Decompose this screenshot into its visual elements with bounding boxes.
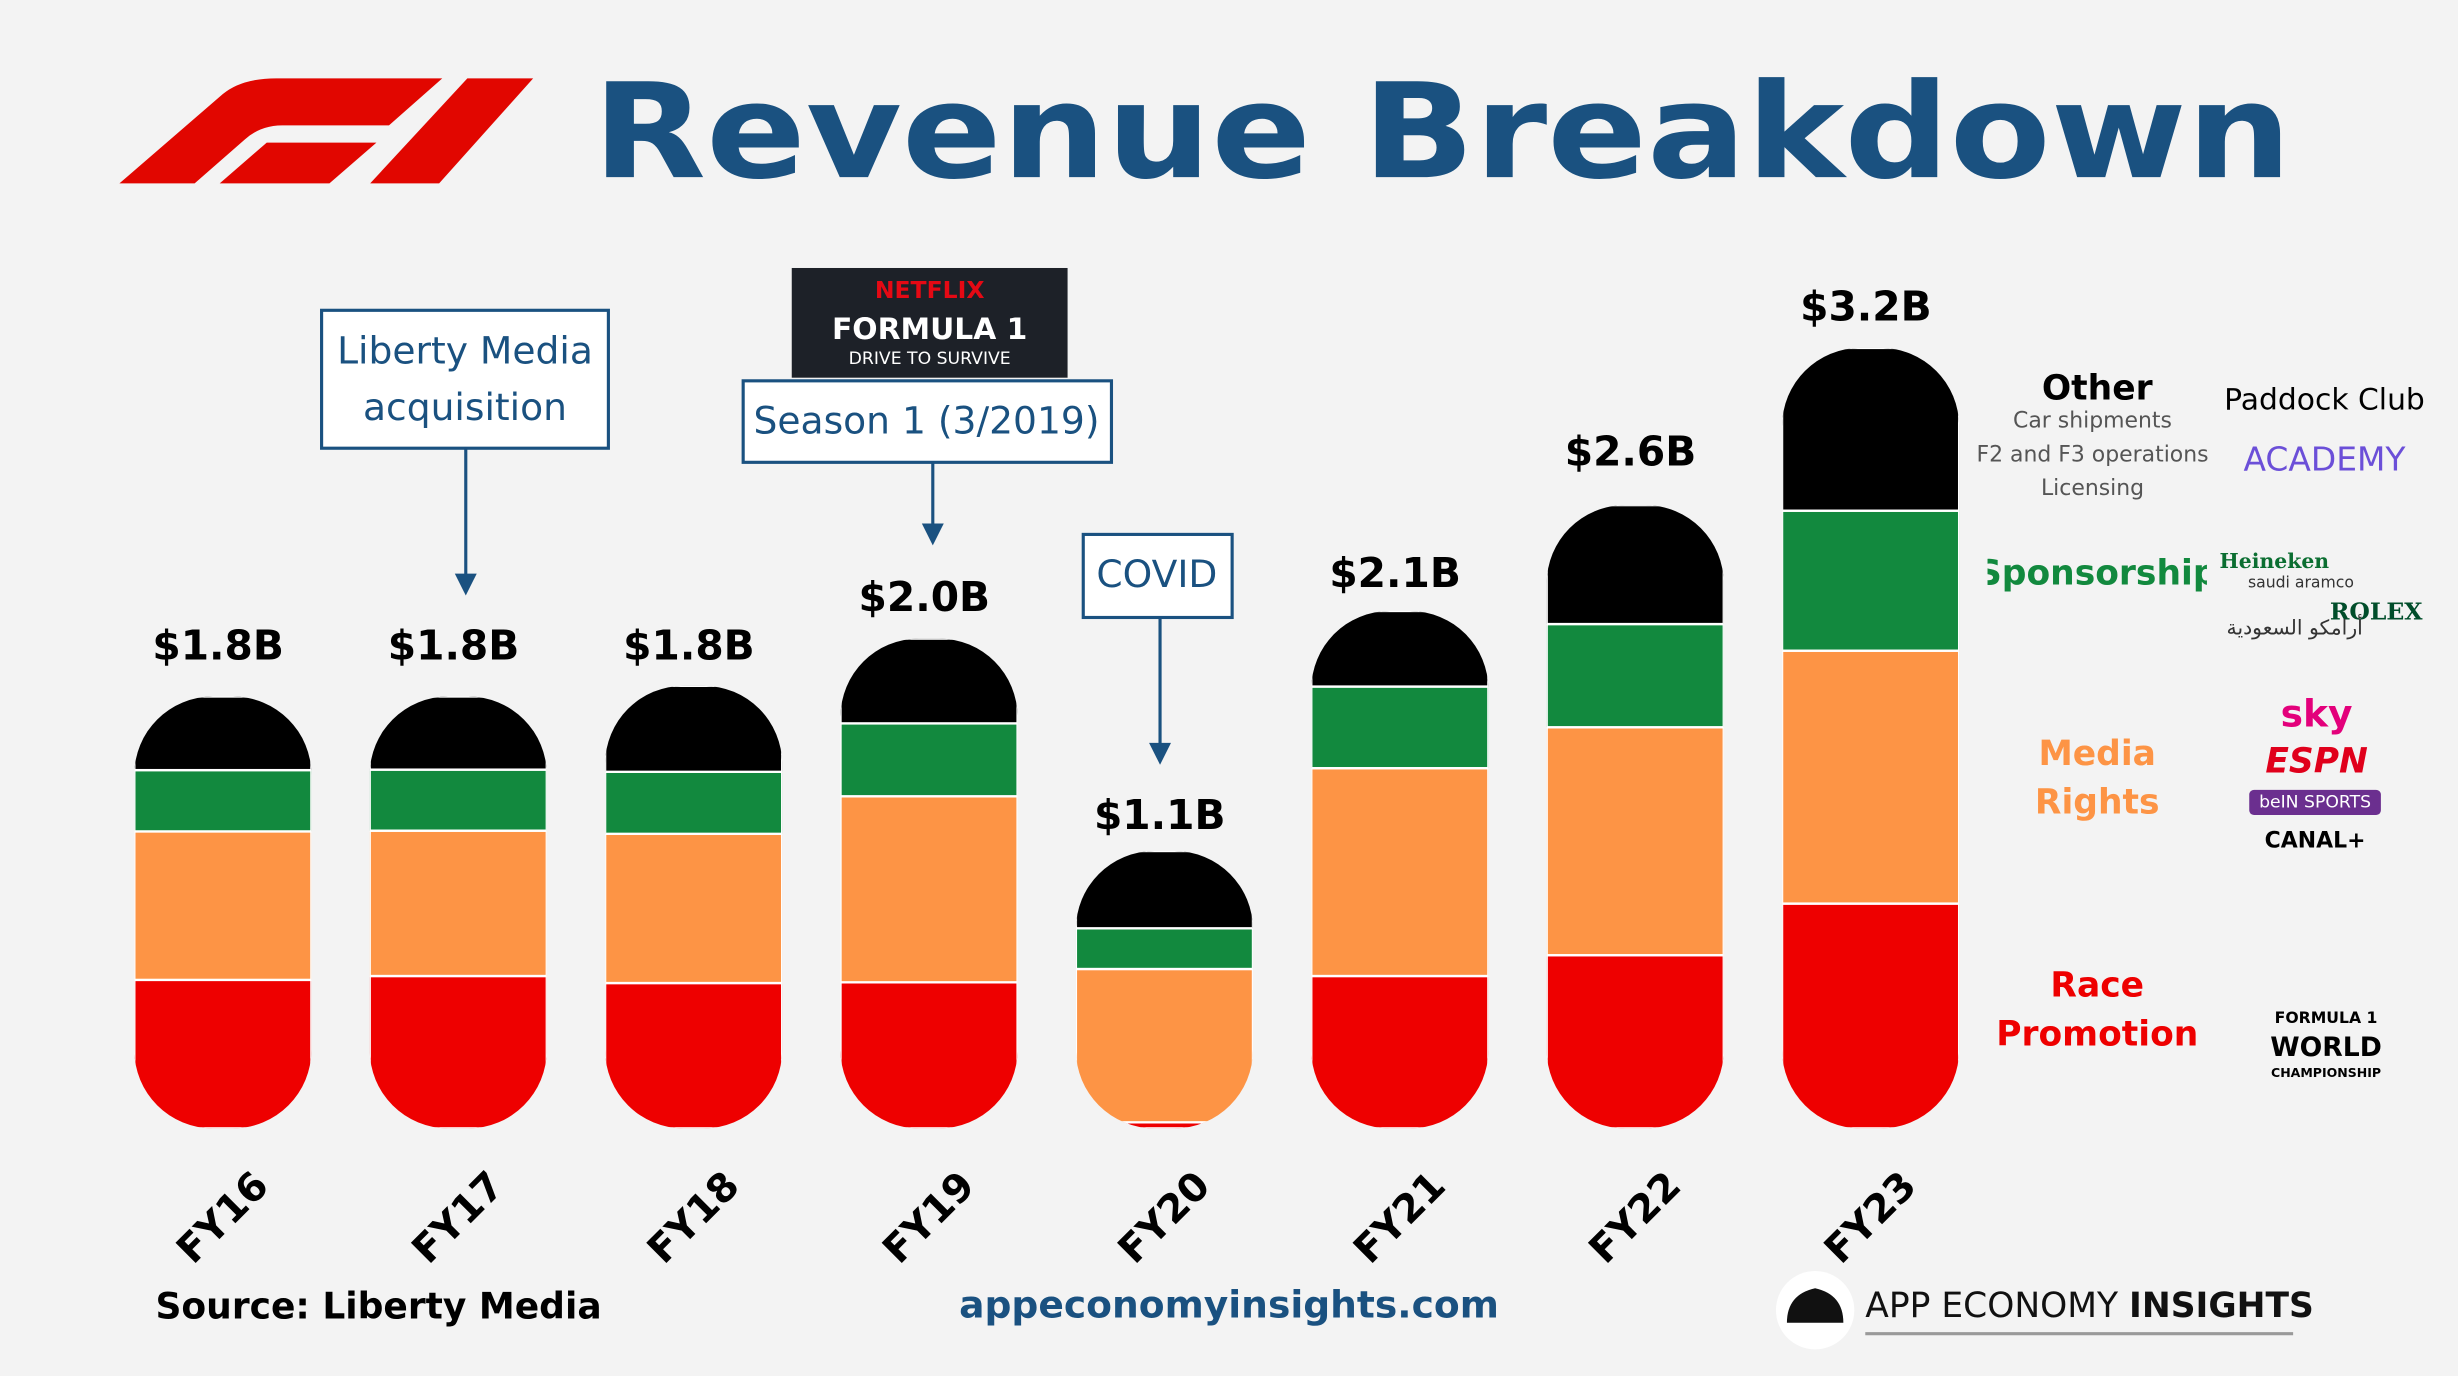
total-label: $2.0B xyxy=(859,573,991,621)
legend-entry: Other xyxy=(2041,369,2153,409)
legend-logo: CHAMPIONSHIP xyxy=(2271,1065,2381,1080)
bar-segment xyxy=(605,770,783,836)
bar-segment xyxy=(1311,767,1489,978)
total-label: $1.8B xyxy=(388,621,520,669)
bar-segment xyxy=(1311,974,1489,1129)
bar-segment xyxy=(1075,967,1253,1124)
legend-label: Other xyxy=(2041,369,2153,409)
bar-segment xyxy=(1782,509,1960,652)
bar-segment xyxy=(1782,649,1960,905)
bar xyxy=(1782,347,1960,1129)
brand-icon xyxy=(1786,1288,1844,1323)
total-label: $1.1B xyxy=(1094,791,1226,839)
bar xyxy=(134,696,312,1129)
bar-segment xyxy=(1075,927,1253,971)
legend-entry: Media Rights xyxy=(2034,735,2160,823)
legend-logo: Heineken xyxy=(2220,549,2330,573)
total-label: $1.8B xyxy=(152,621,284,669)
legend-detail: Car shipments xyxy=(2013,409,2172,434)
legend-logo: sky xyxy=(2281,692,2353,736)
annotation-text: Season 1 (3/2019) xyxy=(754,399,1100,443)
website: appeconomyinsights.com xyxy=(959,1283,1499,1327)
logo-bg xyxy=(2249,789,2381,815)
bar xyxy=(1311,610,1489,1129)
bar-segment xyxy=(134,830,312,982)
bar xyxy=(605,685,783,1129)
legend-label: Media Rights xyxy=(2034,735,2160,823)
legend-label: Race Promotion xyxy=(1996,966,2199,1055)
bar-segment xyxy=(1546,726,1724,957)
bar-segment xyxy=(1546,622,1724,729)
bar-segment xyxy=(840,795,1018,984)
bar-segment xyxy=(1782,347,1960,512)
legend-logo: saudi aramco xyxy=(2248,572,2354,591)
bar-segment xyxy=(369,974,547,1129)
arrow-head xyxy=(454,573,477,596)
bar-segment xyxy=(1546,505,1724,626)
bar xyxy=(1075,851,1253,1129)
legend-logo: ESPN xyxy=(2265,742,2368,782)
bar-segment xyxy=(1311,685,1489,770)
netflix-title: FORMULA 1 xyxy=(832,312,1027,347)
legend-detail: Licensing xyxy=(2041,476,2144,501)
netflix-logo: NETFLIX xyxy=(875,276,985,304)
annotation-box xyxy=(741,379,1114,464)
bar-segment xyxy=(1546,954,1724,1129)
brand-light: APP ECONOMY xyxy=(1865,1286,2119,1326)
total-label: $2.6B xyxy=(1565,428,1697,476)
annotation: Liberty Media acquisition xyxy=(337,329,593,430)
annotation-box xyxy=(320,308,610,450)
annotation-box xyxy=(1081,532,1234,620)
legend-entry: Race Promotion xyxy=(1996,966,2199,1055)
legend-label: Sponsorship xyxy=(1987,554,2207,594)
bar-segment xyxy=(134,768,312,833)
legend-logo: CANAL+ xyxy=(2265,829,2366,854)
chart-title: Revenue Breakdown xyxy=(593,56,2292,209)
total-label: $1.8B xyxy=(623,621,755,669)
bar-segment xyxy=(840,981,1018,1129)
bar-segment xyxy=(369,829,547,978)
legend-logo: WORLD xyxy=(2270,1032,2382,1063)
bar xyxy=(369,696,547,1129)
brand: APP ECONOMY INSIGHTS xyxy=(1865,1286,2314,1326)
bar xyxy=(840,638,1018,1129)
legend-logo: FORMULA 1 xyxy=(2275,1008,2378,1027)
arrow-head xyxy=(1149,742,1172,765)
legend-logo: beIN SPORTS xyxy=(2259,792,2371,812)
bar-segment xyxy=(605,981,783,1129)
legend-logo: ACADEMY xyxy=(2243,439,2406,478)
legend-logo: أرامكو السعودية xyxy=(2227,614,2363,639)
bar-segment xyxy=(369,768,547,832)
netflix-image xyxy=(791,267,1068,378)
bar-segment xyxy=(605,832,783,985)
total-label: $2.1B xyxy=(1329,549,1461,597)
legend-entry: Sponsorship xyxy=(1987,554,2207,594)
bar-segment xyxy=(1782,902,1960,1129)
legend-detail: F2 and F3 operations xyxy=(1976,442,2208,467)
bar xyxy=(1546,505,1724,1129)
arrow-head xyxy=(921,523,944,546)
total-label: $3.2B xyxy=(1800,282,1932,330)
bar-segment xyxy=(134,978,312,1129)
brand-bold: INSIGHTS xyxy=(2129,1286,2314,1326)
legend-logo: ROLEX xyxy=(2330,597,2423,625)
annotation-text: COVID xyxy=(1096,552,1217,596)
legend-logo: Paddock Club xyxy=(2224,383,2425,418)
bar-segment xyxy=(840,722,1018,798)
netflix-subtitle: DRIVE TO SURVIVE xyxy=(849,349,1011,369)
annotation-text: Liberty Media acquisition xyxy=(337,329,593,430)
f1-logo xyxy=(119,78,534,184)
source: Source: Liberty Media xyxy=(155,1287,601,1328)
